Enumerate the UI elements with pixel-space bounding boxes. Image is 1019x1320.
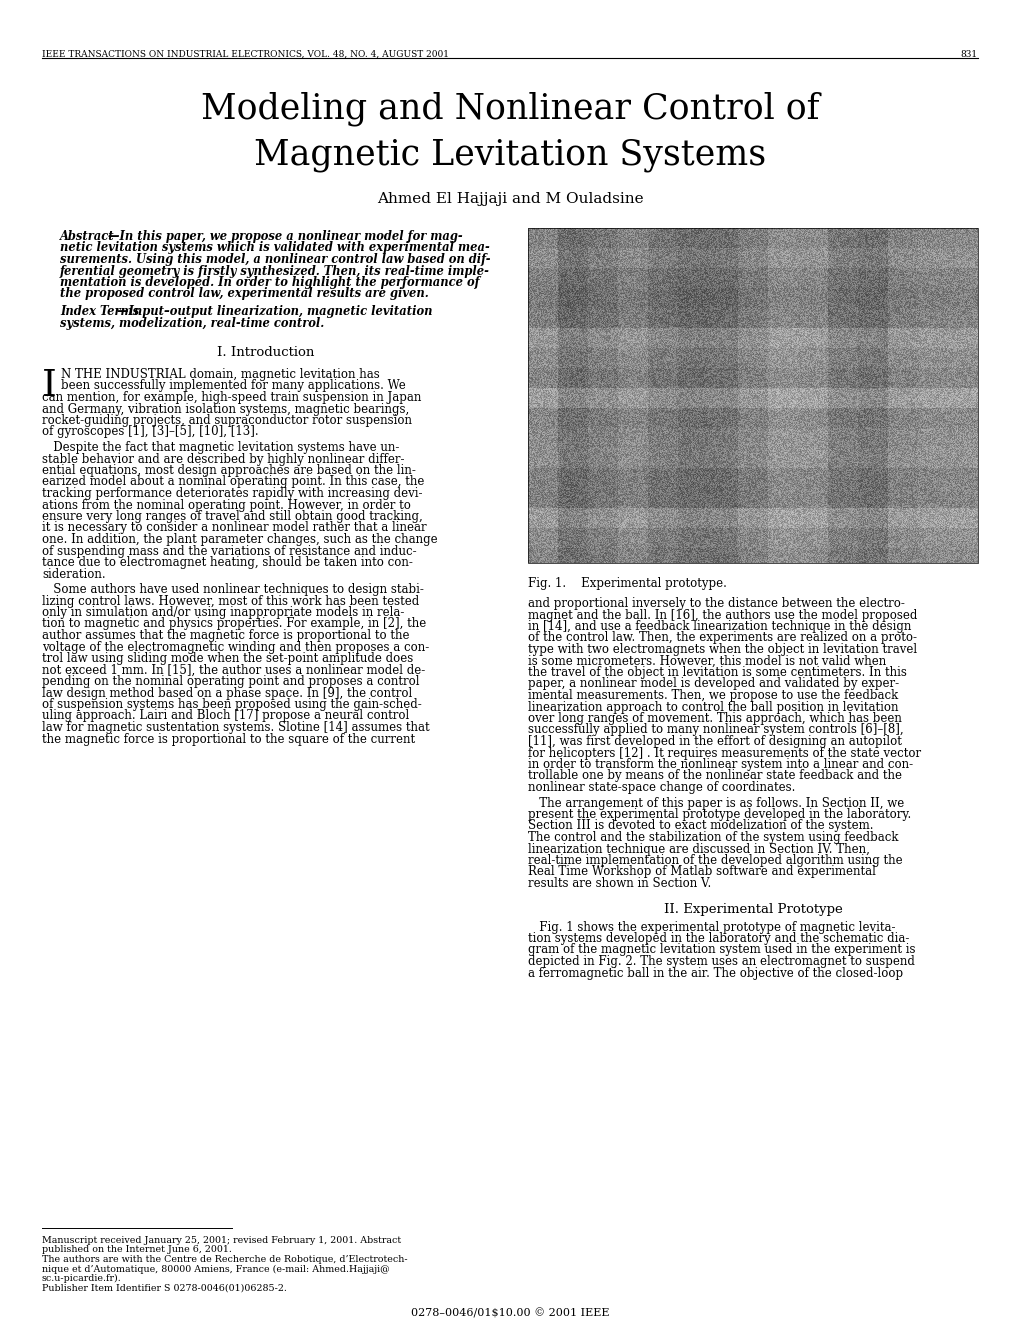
Text: of gyroscopes [1], [3]–[5], [10], [13].: of gyroscopes [1], [3]–[5], [10], [13]. xyxy=(42,425,259,438)
Text: of suspending mass and the variations of resistance and induc-: of suspending mass and the variations of… xyxy=(42,544,416,557)
Text: stable behavior and are described by highly nonlinear differ-: stable behavior and are described by hig… xyxy=(42,453,405,466)
Text: depicted in Fig. 2. The system uses an electromagnet to suspend: depicted in Fig. 2. The system uses an e… xyxy=(528,954,914,968)
Text: ensure very long ranges of travel and still obtain good tracking,: ensure very long ranges of travel and st… xyxy=(42,510,422,523)
Text: I. Introduction: I. Introduction xyxy=(217,346,315,359)
Text: real-time implementation of the developed algorithm using the: real-time implementation of the develope… xyxy=(528,854,902,867)
Text: law design method based on a phase space. In [9], the control: law design method based on a phase space… xyxy=(42,686,412,700)
Text: systems, modelization, real-time control.: systems, modelization, real-time control… xyxy=(60,317,324,330)
Text: tion to magnetic and physics properties. For example, in [2], the: tion to magnetic and physics properties.… xyxy=(42,618,426,631)
Text: Index Terms: Index Terms xyxy=(60,305,139,318)
Text: Fig. 1.    Experimental prototype.: Fig. 1. Experimental prototype. xyxy=(528,577,727,590)
Text: tion systems developed in the laboratory and the schematic dia-: tion systems developed in the laboratory… xyxy=(528,932,909,945)
Text: not exceed 1 mm. In [15], the author uses a nonlinear model de-: not exceed 1 mm. In [15], the author use… xyxy=(42,664,425,676)
Text: Modeling and Nonlinear Control of: Modeling and Nonlinear Control of xyxy=(201,92,818,127)
Text: in order to transform the nonlinear system into a linear and con-: in order to transform the nonlinear syst… xyxy=(528,758,912,771)
Text: The arrangement of this paper is as follows. In Section II, we: The arrangement of this paper is as foll… xyxy=(528,796,904,809)
Bar xyxy=(528,228,977,564)
Text: The authors are with the Centre de Recherche de Robotique, d’Electrotech-: The authors are with the Centre de Reche… xyxy=(42,1255,408,1265)
Text: netic levitation systems which is validated with experimental mea-: netic levitation systems which is valida… xyxy=(60,242,489,255)
Text: lizing control laws. However, most of this work has been tested: lizing control laws. However, most of th… xyxy=(42,594,419,607)
Text: Magnetic Levitation Systems: Magnetic Levitation Systems xyxy=(254,139,765,172)
Text: been successfully implemented for many applications. We: been successfully implemented for many a… xyxy=(61,380,406,392)
Text: results are shown in Section V.: results are shown in Section V. xyxy=(528,876,710,890)
Text: the proposed control law, experimental results are given.: the proposed control law, experimental r… xyxy=(60,288,428,301)
Text: imental measurements. Then, we propose to use the feedback: imental measurements. Then, we propose t… xyxy=(528,689,898,702)
Text: over long ranges of movement. This approach, which has been: over long ranges of movement. This appro… xyxy=(528,711,901,725)
Text: ential equations, most design approaches are based on the lin-: ential equations, most design approaches… xyxy=(42,465,416,477)
Text: 0278–0046/01$10.00 © 2001 IEEE: 0278–0046/01$10.00 © 2001 IEEE xyxy=(411,1308,608,1319)
Text: published on the Internet June 6, 2001.: published on the Internet June 6, 2001. xyxy=(42,1246,231,1254)
Text: present the experimental prototype developed in the laboratory.: present the experimental prototype devel… xyxy=(528,808,910,821)
Text: linearization technique are discussed in Section IV. Then,: linearization technique are discussed in… xyxy=(528,842,869,855)
Text: II. Experimental Prototype: II. Experimental Prototype xyxy=(663,903,842,916)
Text: The control and the stabilization of the system using feedback: The control and the stabilization of the… xyxy=(528,832,898,843)
Text: N THE INDUSTRIAL domain, magnetic levitation has: N THE INDUSTRIAL domain, magnetic levita… xyxy=(61,368,379,381)
Text: Abstract: Abstract xyxy=(60,230,114,243)
Text: law for magnetic sustentation systems. Slotine [14] assumes that: law for magnetic sustentation systems. S… xyxy=(42,721,429,734)
Text: voltage of the electromagnetic winding and then proposes a con-: voltage of the electromagnetic winding a… xyxy=(42,640,429,653)
Text: the magnetic force is proportional to the square of the current: the magnetic force is proportional to th… xyxy=(42,733,415,746)
Text: Fig. 1 shows the experimental prototype of magnetic levita-: Fig. 1 shows the experimental prototype … xyxy=(528,920,895,933)
Text: Some authors have used nonlinear techniques to design stabi-: Some authors have used nonlinear techniq… xyxy=(42,583,424,597)
Text: of the control law. Then, the experiments are realized on a proto-: of the control law. Then, the experiment… xyxy=(528,631,916,644)
Text: IEEE TRANSACTIONS ON INDUSTRIAL ELECTRONICS, VOL. 48, NO. 4, AUGUST 2001: IEEE TRANSACTIONS ON INDUSTRIAL ELECTRON… xyxy=(42,50,448,59)
Text: the travel of the object in levitation is some centimeters. In this: the travel of the object in levitation i… xyxy=(528,667,906,678)
Text: ferential geometry is firstly synthesized. Then, its real-time imple-: ferential geometry is firstly synthesize… xyxy=(60,264,489,277)
Text: nonlinear state-space change of coordinates.: nonlinear state-space change of coordina… xyxy=(528,781,795,795)
Text: author assumes that the magnetic force is proportional to the: author assumes that the magnetic force i… xyxy=(42,630,409,642)
Text: tance due to electromagnet heating, should be taken into con-: tance due to electromagnet heating, shou… xyxy=(42,556,413,569)
Text: —Input–output linearization, magnetic levitation: —Input–output linearization, magnetic le… xyxy=(117,305,432,318)
Text: sideration.: sideration. xyxy=(42,568,106,581)
Text: Publisher Item Identifier S 0278-0046(01)06285-2.: Publisher Item Identifier S 0278-0046(01… xyxy=(42,1283,286,1292)
Text: rocket-guiding projects, and supraconductor rotor suspension: rocket-guiding projects, and supraconduc… xyxy=(42,414,412,426)
Text: Despite the fact that magnetic levitation systems have un-: Despite the fact that magnetic levitatio… xyxy=(42,441,399,454)
Text: it is necessary to consider a nonlinear model rather that a linear: it is necessary to consider a nonlinear … xyxy=(42,521,426,535)
Text: trol law using sliding mode when the set-point amplitude does: trol law using sliding mode when the set… xyxy=(42,652,413,665)
Text: can mention, for example, high-speed train suspension in Japan: can mention, for example, high-speed tra… xyxy=(42,391,421,404)
Text: and Germany, vibration isolation systems, magnetic bearings,: and Germany, vibration isolation systems… xyxy=(42,403,409,416)
Text: —In this paper, we propose a nonlinear model for mag-: —In this paper, we propose a nonlinear m… xyxy=(108,230,463,243)
Text: a ferromagnetic ball in the air. The objective of the closed-loop: a ferromagnetic ball in the air. The obj… xyxy=(528,966,902,979)
Text: and proportional inversely to the distance between the electro-: and proportional inversely to the distan… xyxy=(528,597,904,610)
Text: surements. Using this model, a nonlinear control law based on dif-: surements. Using this model, a nonlinear… xyxy=(60,253,490,267)
Text: type with two electromagnets when the object in levitation travel: type with two electromagnets when the ob… xyxy=(528,643,916,656)
Text: paper, a nonlinear model is developed and validated by exper-: paper, a nonlinear model is developed an… xyxy=(528,677,898,690)
Text: 831: 831 xyxy=(960,50,977,59)
Text: in [14], and use a feedback linearization technique in the design: in [14], and use a feedback linearizatio… xyxy=(528,620,911,634)
Text: is some micrometers. However, this model is not valid when: is some micrometers. However, this model… xyxy=(528,655,886,668)
Text: Ahmed El Hajjaji and M Ouladsine: Ahmed El Hajjaji and M Ouladsine xyxy=(376,191,643,206)
Text: I: I xyxy=(42,368,57,404)
Text: ations from the nominal operating point. However, in order to: ations from the nominal operating point.… xyxy=(42,499,411,511)
Text: for helicopters [12] . It requires measurements of the state vector: for helicopters [12] . It requires measu… xyxy=(528,747,920,759)
Text: only in simulation and/or using inappropriate models in rela-: only in simulation and/or using inapprop… xyxy=(42,606,404,619)
Text: Section III is devoted to exact modelization of the system.: Section III is devoted to exact modeliza… xyxy=(528,820,872,833)
Text: of suspension systems has been proposed using the gain-sched-: of suspension systems has been proposed … xyxy=(42,698,421,711)
Text: nique et d’Automatique, 80000 Amiens, France (e-mail: Ahmed.Hajjaji@: nique et d’Automatique, 80000 Amiens, Fr… xyxy=(42,1265,389,1274)
Text: uling approach. Lairi and Bloch [17] propose a neural control: uling approach. Lairi and Bloch [17] pro… xyxy=(42,710,409,722)
Text: gram of the magnetic levitation system used in the experiment is: gram of the magnetic levitation system u… xyxy=(528,944,915,957)
Text: linearization approach to control the ball position in levitation: linearization approach to control the ba… xyxy=(528,701,898,714)
Text: sc.u-picardie.fr).: sc.u-picardie.fr). xyxy=(42,1274,121,1283)
Text: pending on the nominal operating point and proposes a control: pending on the nominal operating point a… xyxy=(42,675,419,688)
Text: Real Time Workshop of Matlab software and experimental: Real Time Workshop of Matlab software an… xyxy=(528,866,875,879)
Text: successfully applied to many nonlinear system controls [6]–[8],: successfully applied to many nonlinear s… xyxy=(528,723,903,737)
Text: Manuscript received January 25, 2001; revised February 1, 2001. Abstract: Manuscript received January 25, 2001; re… xyxy=(42,1236,400,1245)
Text: one. In addition, the plant parameter changes, such as the change: one. In addition, the plant parameter ch… xyxy=(42,533,437,546)
Text: tracking performance deteriorates rapidly with increasing devi-: tracking performance deteriorates rapidl… xyxy=(42,487,422,500)
Text: mentation is developed. In order to highlight the performance of: mentation is developed. In order to high… xyxy=(60,276,479,289)
Text: magnet and the ball. In [16], the authors use the model proposed: magnet and the ball. In [16], the author… xyxy=(528,609,916,622)
Text: [11], was first developed in the effort of designing an autopilot: [11], was first developed in the effort … xyxy=(528,735,901,748)
Text: earized model about a nominal operating point. In this case, the: earized model about a nominal operating … xyxy=(42,475,424,488)
Text: trollable one by means of the nonlinear state feedback and the: trollable one by means of the nonlinear … xyxy=(528,770,901,783)
